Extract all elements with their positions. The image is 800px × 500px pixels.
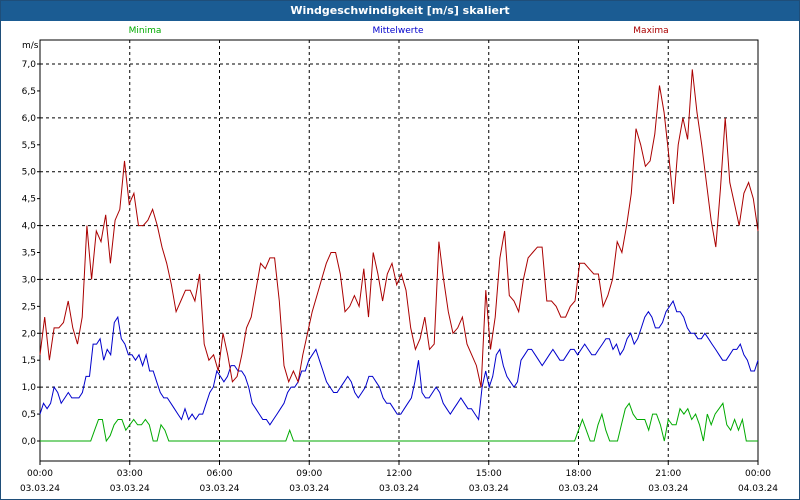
x-tick-date: 03.03.24: [379, 484, 419, 494]
x-tick-date: 03.03.24: [20, 484, 60, 494]
legend-minima: Minima: [129, 26, 162, 36]
y-tick-label: 3,0: [22, 275, 37, 285]
y-tick-label: 1,0: [22, 383, 37, 393]
y-tick-label: 1,5: [22, 356, 36, 366]
x-tick-time: 09:00: [296, 469, 322, 479]
y-tick-label: 6,5: [22, 87, 36, 97]
y-tick-label: 0,0: [22, 437, 37, 447]
x-tick-time: 00:00: [27, 469, 53, 479]
legend: Minima Mittelwerte Maxima: [129, 26, 669, 36]
y-tick-label: 6,0: [22, 114, 37, 124]
y-tick-label: 3,5: [22, 249, 36, 259]
x-tick-time: 00:00: [745, 469, 771, 479]
series-line-maxima: [39, 69, 759, 388]
x-tick-labels: 00:00 03.03.24 03:00 03.03.24 06:00 03.03.24 0…: [20, 469, 778, 494]
chart-title: Windgeschwindigkeit [m/s] skaliert: [1, 1, 799, 21]
x-tick-time: 03:00: [117, 469, 143, 479]
x-tick-date: 03.03.24: [289, 484, 329, 494]
y-tick-label: 4,0: [22, 222, 37, 232]
x-tick-date: 04.03.24: [738, 484, 778, 494]
x-tick-date: 03.03.24: [199, 484, 239, 494]
x-tick-time: 12:00: [386, 469, 412, 479]
y-tick-labels: 0,0 0,5 1,0 1,5 2,0 2,5 3,0 3,5 4,0 4,5 5,0 5,5 6,0 6…: [22, 60, 37, 447]
y-tick-label: 2,5: [22, 302, 36, 312]
y-tick-label: 7,0: [22, 60, 37, 70]
x-tick-time: 18:00: [566, 469, 592, 479]
legend-maxima: Maxima: [633, 26, 668, 36]
series-lines: [39, 69, 759, 443]
x-tick-time: 21:00: [655, 469, 681, 479]
axes: [37, 39, 759, 465]
y-tick-label: 4,5: [22, 195, 36, 205]
y-tick-label: 5,0: [22, 168, 37, 178]
y-tick-label: 5,5: [22, 141, 36, 151]
x-tick-time: 15:00: [476, 469, 502, 479]
x-tick-date: 03.03.24: [648, 484, 688, 494]
y-tick-label: 0,5: [22, 410, 36, 420]
series-line-mittelwerte: [39, 299, 759, 426]
x-tick-date: 03.03.24: [110, 484, 150, 494]
grid-lines: [40, 40, 758, 461]
series-line-minima: [40, 402, 758, 443]
x-tick-date: 03.03.24: [469, 484, 509, 494]
y-tick-label: 2,0: [22, 329, 37, 339]
x-tick-time: 06:00: [207, 469, 233, 479]
legend-mittelwerte: Mittelwerte: [372, 26, 423, 36]
x-tick-date: 03.03.24: [558, 484, 598, 494]
y-axis-label: m/s: [22, 41, 39, 51]
